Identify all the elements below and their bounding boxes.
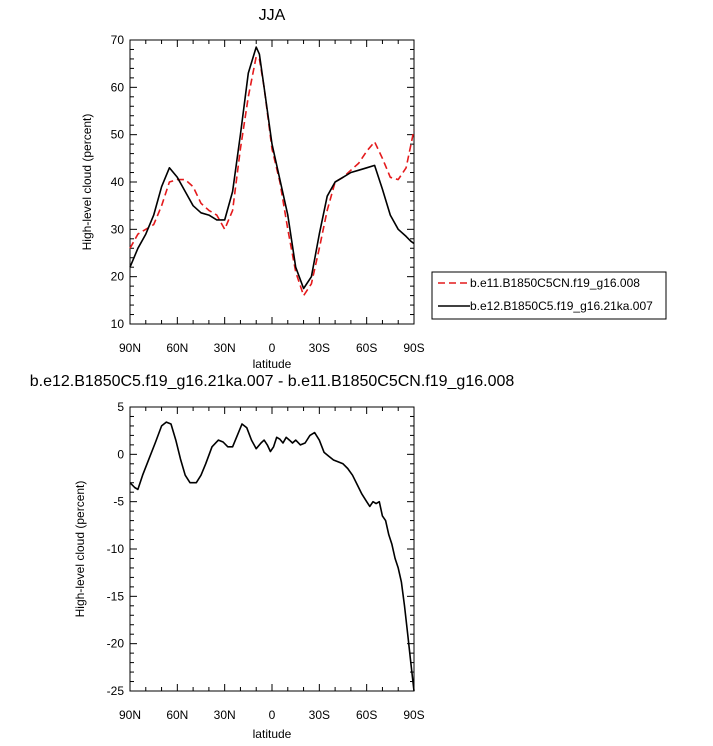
bottom-x-tick-label: 0 — [269, 708, 276, 722]
top-y-axis: 10 20 30 40 50 60 70 — [111, 33, 414, 331]
bottom-line-chart: b.e12.B1850C5.f19_g16.21ka.007 - b.e11.B… — [30, 373, 515, 741]
top-x-tick-label: 0 — [269, 341, 276, 355]
top-line-chart: JJA 10 20 30 40 50 60 70 90N 60N 30N 0 30S 60S 90S H… — [80, 7, 667, 371]
top-series-line-1 — [129, 55, 415, 297]
bottom-y-tick-label: 5 — [117, 400, 124, 414]
bottom-y-tick-label: -25 — [107, 684, 125, 698]
top-y-tick-label: 20 — [111, 270, 125, 284]
top-x-axis: 90N 60N 30N 0 30S 60S 90S — [119, 40, 425, 355]
top-x-tick-label: 30S — [309, 341, 330, 355]
bottom-x-axis-label: latitude — [253, 727, 292, 741]
top-x-tick-label: 60N — [166, 341, 188, 355]
top-chart-title: JJA — [259, 7, 286, 24]
bottom-series-group — [129, 421, 415, 692]
bottom-y-axis-label: High-level cloud (percent) — [73, 481, 87, 618]
legend: b.e11.B1850C5CN.f19_g16.008 b.e12.B1850C… — [431, 271, 667, 320]
top-plot-frame — [129, 39, 415, 325]
bottom-y-axis: -25 -20 -15 -10 -5 0 5 — [107, 400, 414, 698]
top-x-tick-label: 90N — [119, 341, 141, 355]
legend-label-series-1: b.e11.B1850C5CN.f19_g16.008 — [470, 276, 640, 290]
top-y-axis-label: High-level cloud (percent) — [80, 114, 94, 251]
bottom-x-tick-label: 30S — [309, 708, 330, 722]
bottom-x-tick-label: 60S — [356, 708, 377, 722]
top-y-tick-label: 50 — [111, 128, 125, 142]
bottom-series-line-1 — [129, 421, 415, 692]
top-x-tick-label: 90S — [403, 341, 424, 355]
bottom-x-tick-label: 90N — [119, 708, 141, 722]
top-y-tick-label: 70 — [111, 33, 125, 47]
bottom-y-tick-label: -5 — [113, 495, 124, 509]
top-x-tick-label: 30N — [214, 341, 236, 355]
top-y-tick-label: 30 — [111, 222, 125, 236]
top-x-axis-label: latitude — [253, 357, 292, 371]
bottom-y-tick-label: -20 — [107, 637, 125, 651]
bottom-x-tick-label: 30N — [214, 708, 236, 722]
bottom-x-tick-label: 60N — [166, 708, 188, 722]
top-y-tick-label: 40 — [111, 175, 125, 189]
bottom-chart-title: b.e12.B1850C5.f19_g16.21ka.007 - b.e11.B… — [30, 373, 515, 390]
top-y-tick-label: 60 — [111, 80, 125, 94]
legend-label-series-2: b.e12.B1850C5.f19_g16.21ka.007 — [470, 299, 653, 313]
top-series-line-2 — [129, 46, 415, 290]
bottom-y-tick-label: -15 — [107, 589, 125, 603]
top-series-group — [129, 46, 415, 297]
top-x-tick-label: 60S — [356, 341, 377, 355]
bottom-x-axis: 90N 60N 30N 0 30S 60S 90S — [119, 407, 425, 722]
bottom-x-tick-label: 90S — [403, 708, 424, 722]
legend-box — [431, 271, 667, 320]
bottom-y-tick-label: -10 — [107, 542, 125, 556]
bottom-y-tick-label: 0 — [117, 447, 124, 461]
top-y-tick-label: 10 — [111, 317, 125, 331]
